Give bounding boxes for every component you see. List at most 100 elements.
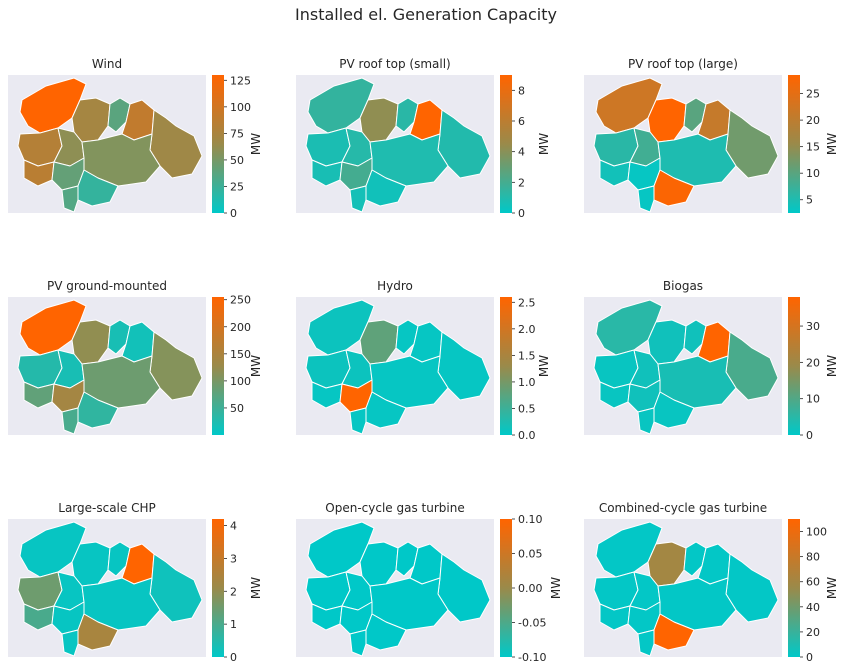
colorbar-label: MW — [249, 133, 263, 155]
panel-title: Combined-cycle gas turbine — [599, 501, 767, 515]
colorbar-tick-label: 3 — [230, 552, 237, 565]
colorbar-tick-label: 4 — [230, 520, 237, 533]
region-ss — [349, 185, 367, 213]
colorbar-tick-label: 0.5 — [518, 402, 536, 415]
colorbar-tick-label: -0.05 — [518, 617, 546, 630]
colorbar-label: MW — [825, 577, 839, 599]
colorbar-tick-label: 75 — [230, 127, 244, 140]
region-ss — [637, 407, 655, 435]
panel-title: Open-cycle gas turbine — [325, 501, 464, 515]
region-map — [593, 77, 779, 213]
colorbar-tick-label: 8 — [518, 84, 525, 97]
region-ss — [637, 185, 655, 213]
colorbar-tick-label: 250 — [230, 294, 251, 307]
region-map — [17, 299, 203, 435]
colorbar-tick-label: 1 — [230, 618, 237, 631]
colorbar-tick-label: 40 — [806, 601, 820, 614]
colorbar-tick-label: 2 — [230, 585, 237, 598]
panel: Large-scale CHP 0 1 2 3 4 MW — [8, 501, 263, 664]
figure-title: Installed el. Generation Capacity — [295, 5, 557, 24]
colorbar-tick-label: 50 — [230, 154, 244, 167]
colorbar — [500, 297, 512, 435]
panel: Open-cycle gas turbine -0.10 -0.05 0.00 0.05… — [296, 501, 563, 664]
region-map — [305, 299, 491, 435]
colorbar-tick-label: 0.0 — [518, 429, 536, 442]
colorbar — [212, 519, 224, 657]
colorbar — [212, 297, 224, 435]
colorbar-tick-label: 100 — [806, 526, 827, 539]
colorbar-tick-label: 0 — [230, 651, 237, 664]
colorbar-tick-label: 4 — [518, 146, 525, 159]
colorbar-tick-label: 10 — [806, 393, 820, 406]
colorbar-tick-label: 0.00 — [518, 582, 543, 595]
panel-title: Hydro — [377, 279, 413, 293]
region-ss — [349, 629, 367, 657]
region-ss — [61, 629, 79, 657]
panel: PV ground-mounted 50 100 150 200 250 MW — [8, 279, 263, 435]
panel: PV roof top (large) 5 10 15 20 25 MW — [584, 57, 839, 213]
region-ss — [637, 629, 655, 657]
colorbar-tick-label: 0 — [806, 429, 813, 442]
region-ss — [349, 407, 367, 435]
colorbar-tick-label: 20 — [806, 356, 820, 369]
panel: Biogas 0 10 20 30 MW — [584, 279, 839, 442]
region-map — [305, 77, 491, 213]
colorbar-tick-label: 0 — [230, 207, 237, 220]
colorbar-tick-label: 20 — [806, 626, 820, 639]
region-ss — [61, 185, 79, 213]
colorbar — [500, 75, 512, 213]
region-map — [305, 521, 491, 657]
colorbar-tick-label: 60 — [806, 576, 820, 589]
colorbar-tick-label: 0 — [518, 207, 525, 220]
colorbar-tick-label: 15 — [806, 141, 820, 154]
colorbar — [212, 75, 224, 213]
panel: Combined-cycle gas turbine 0 20 40 60 80 100 MW — [584, 501, 839, 664]
panel-title: PV roof top (large) — [628, 57, 738, 71]
colorbar-label: MW — [537, 133, 551, 155]
colorbar-tick-label: 100 — [230, 375, 251, 388]
panel: Hydro 0.0 0.5 1.0 1.5 2.0 2.5 MW — [296, 279, 551, 442]
colorbar-tick-label: 6 — [518, 115, 525, 128]
colorbar-tick-label: 0 — [806, 651, 813, 664]
colorbar-tick-label: 1.0 — [518, 376, 536, 389]
colorbar-label: MW — [537, 355, 551, 377]
colorbar-tick-label: 0.10 — [518, 513, 543, 526]
colorbar — [788, 297, 800, 435]
colorbar — [500, 519, 512, 657]
colorbar-tick-label: 30 — [806, 320, 820, 333]
colorbar-tick-label: 80 — [806, 551, 820, 564]
panel-title: Large-scale CHP — [58, 501, 155, 515]
colorbar-label: MW — [825, 355, 839, 377]
colorbar-tick-label: 125 — [230, 74, 251, 87]
panel-title: PV roof top (small) — [339, 57, 450, 71]
colorbar-tick-label: 200 — [230, 321, 251, 334]
colorbar-label: MW — [825, 133, 839, 155]
region-map — [593, 299, 779, 435]
panel-title: PV ground-mounted — [47, 279, 167, 293]
colorbar-tick-label: 20 — [806, 114, 820, 127]
colorbar — [788, 519, 800, 657]
colorbar-tick-label: 2.5 — [518, 296, 536, 309]
colorbar-tick-label: 2 — [518, 176, 525, 189]
panel-title: Biogas — [663, 279, 703, 293]
colorbar-tick-label: 0.05 — [518, 548, 543, 561]
colorbar — [788, 75, 800, 213]
colorbar-label: MW — [249, 355, 263, 377]
region-map — [17, 521, 203, 657]
colorbar-tick-label: 150 — [230, 348, 251, 361]
colorbar-tick-label: 1.5 — [518, 349, 536, 362]
colorbar-tick-label: 100 — [230, 101, 251, 114]
region-map — [17, 77, 203, 213]
colorbar-tick-label: 10 — [806, 167, 820, 180]
region-map — [593, 521, 779, 657]
colorbar-tick-label: 25 — [230, 180, 244, 193]
colorbar-tick-label: -0.10 — [518, 651, 546, 664]
panel-title: Wind — [92, 57, 122, 71]
panel: PV roof top (small) 0 2 4 6 8 MW — [296, 57, 551, 220]
colorbar-label: MW — [249, 577, 263, 599]
region-ss — [61, 407, 79, 435]
colorbar-tick-label: 50 — [230, 402, 244, 415]
colorbar-tick-label: 5 — [806, 194, 813, 207]
colorbar-label: MW — [549, 577, 563, 599]
